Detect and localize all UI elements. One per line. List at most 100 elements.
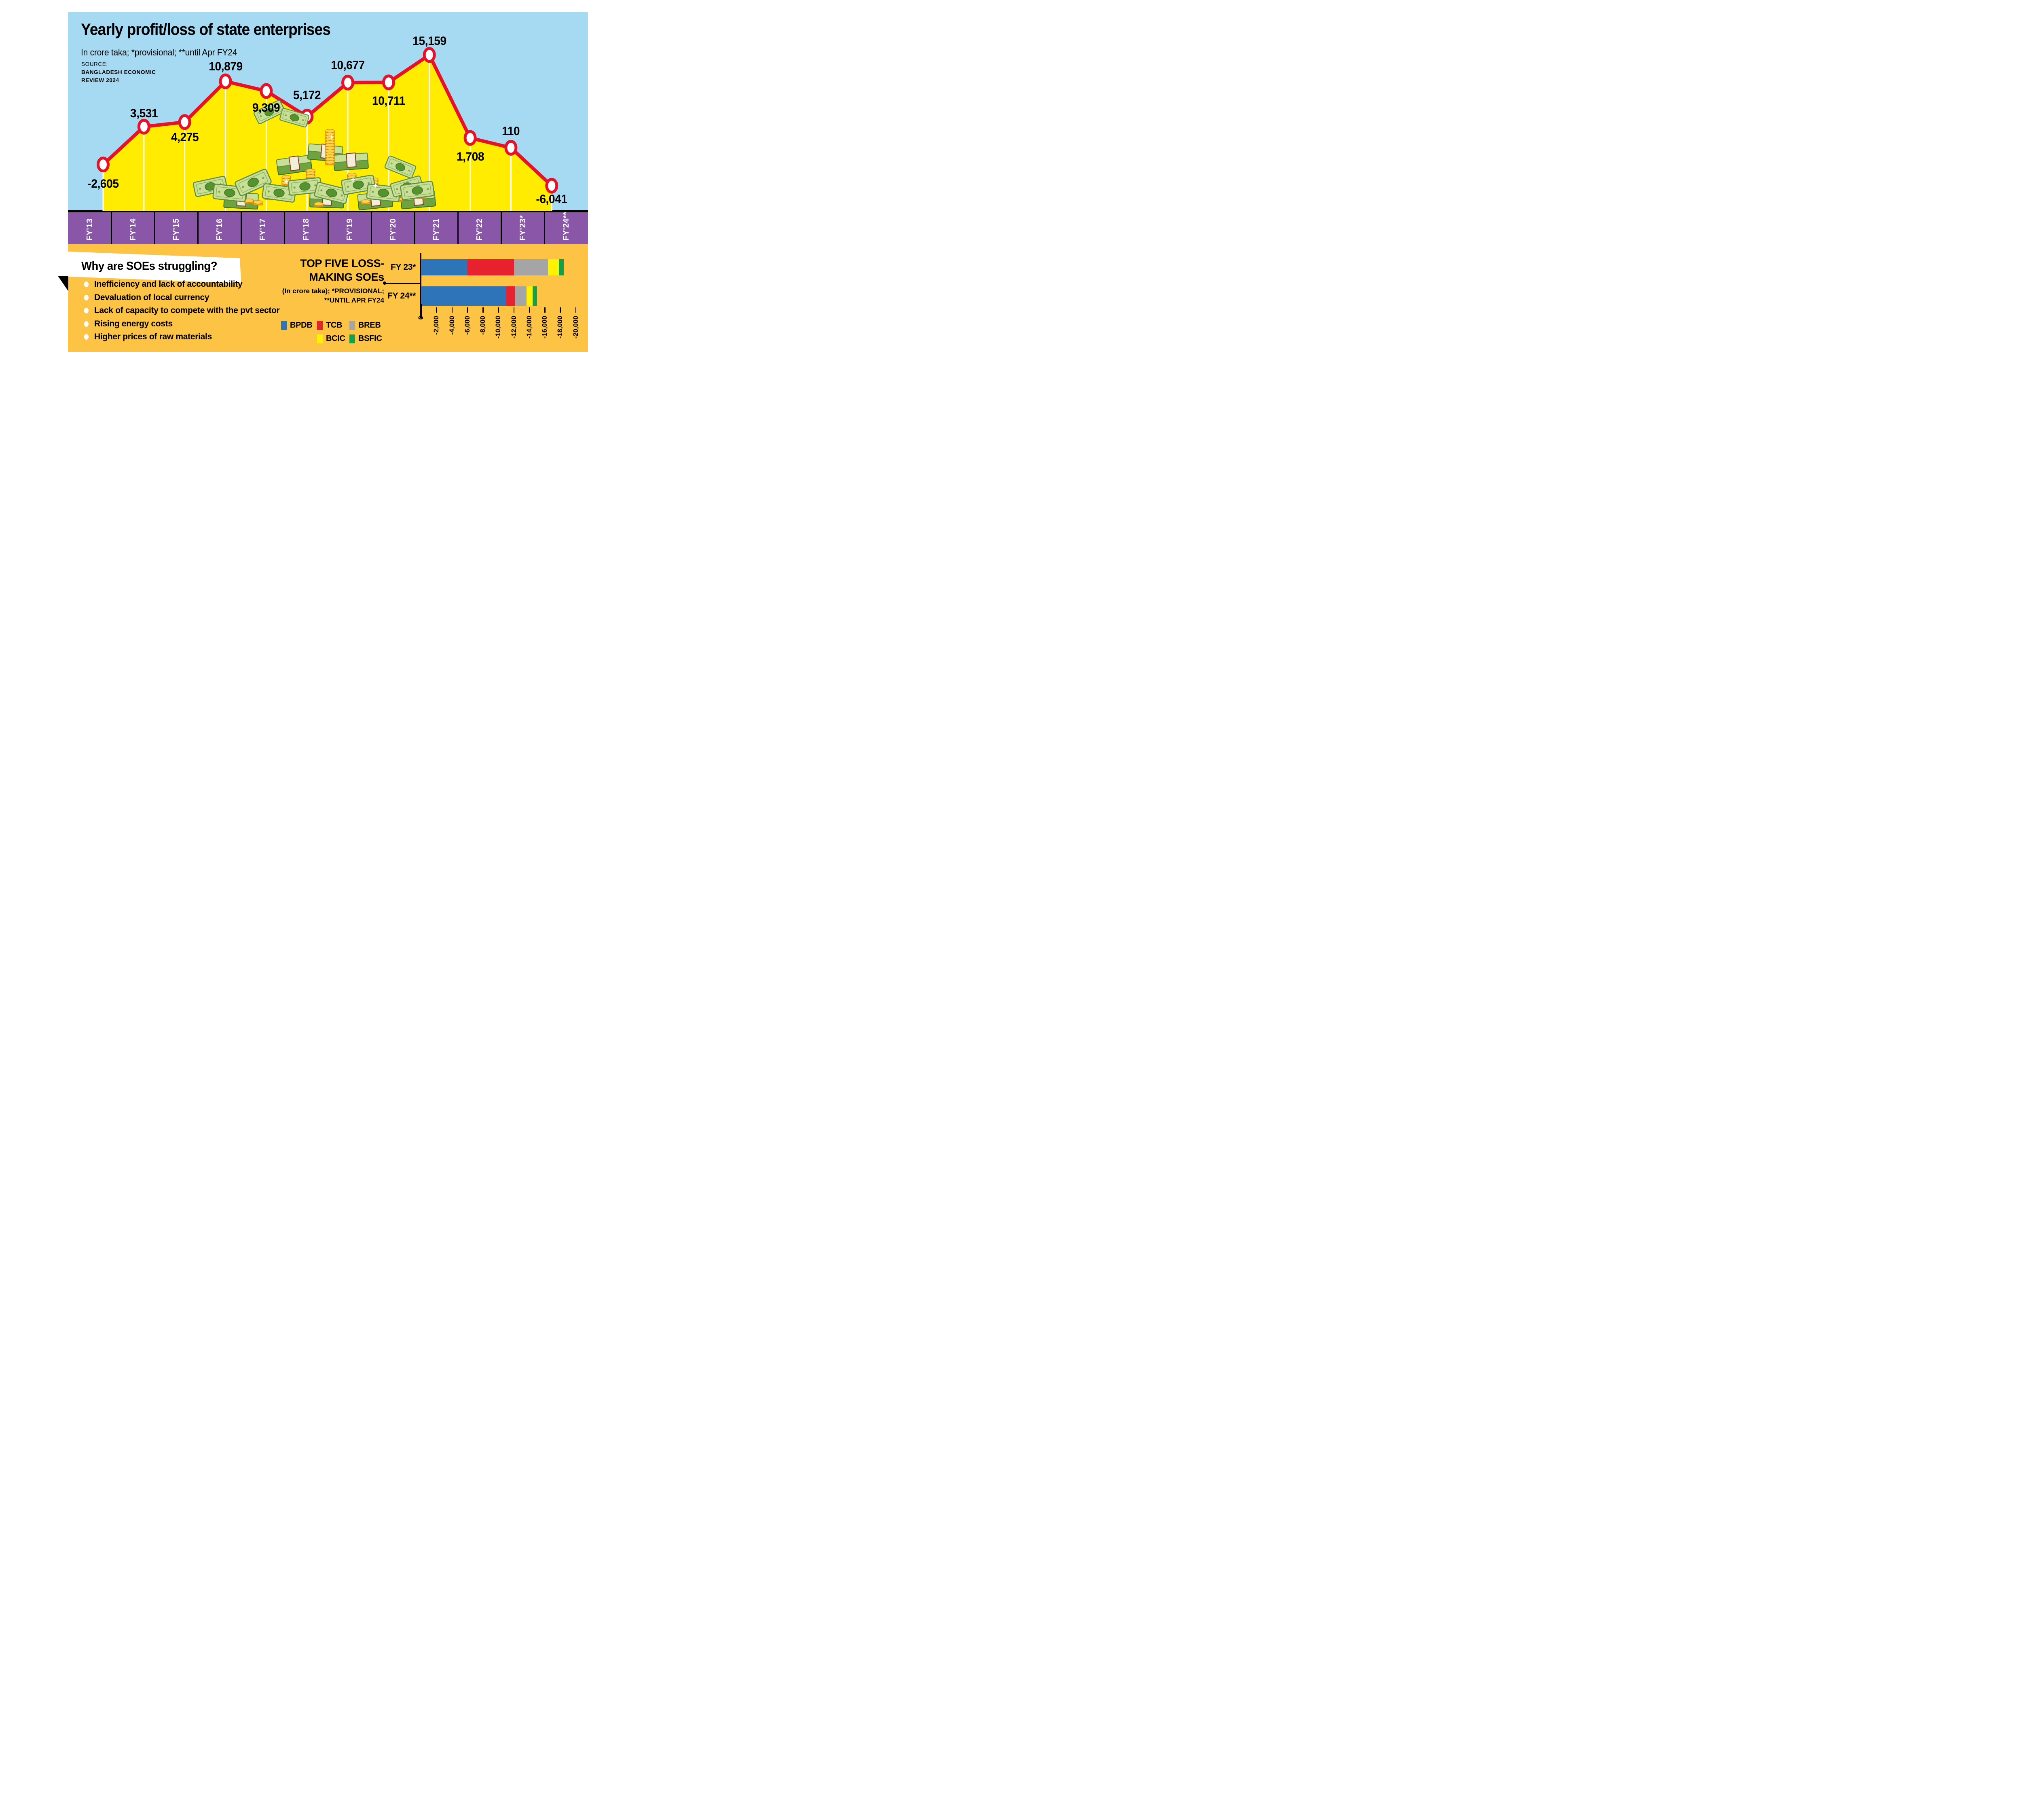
axis-tick xyxy=(575,307,577,313)
x-axis-label: FY'16 xyxy=(215,218,224,241)
axis-tick xyxy=(421,304,422,318)
bullet-dot-icon xyxy=(84,294,89,301)
value-label: -2,605 xyxy=(87,177,119,190)
bullet-dot-icon xyxy=(84,321,89,327)
profit-loss-chart-panel: Yearly profit/loss of state enterprises … xyxy=(68,12,588,211)
legend-swatch xyxy=(349,334,355,343)
bullet-text: Inefficiency and lack of accountability xyxy=(94,279,243,289)
legend-item-bcic: BCIC xyxy=(317,334,345,343)
data-point-marker xyxy=(260,83,273,99)
legend-item-breb: BREB xyxy=(349,321,381,330)
axis-tick xyxy=(482,307,484,313)
x-axis-label: FY'18 xyxy=(302,218,311,241)
list-item: Lack of capacity to compete with the pvt… xyxy=(84,306,280,315)
row-divider-dot xyxy=(383,281,386,285)
source-label: SOURCE: xyxy=(81,61,108,67)
bullet-text: Devaluation of local currency xyxy=(94,292,209,302)
bar-segment-bcic xyxy=(526,286,533,306)
bar-segment-bsfic xyxy=(559,259,564,275)
bar-chart-title-line1: TOP FIVE LOSS- xyxy=(300,257,384,269)
axis-tick-label: -6,000 xyxy=(463,316,471,335)
axis-tick-label: -20,000 xyxy=(572,316,580,339)
axis-tick xyxy=(513,307,515,313)
bullet-text: Lack of capacity to compete with the pvt… xyxy=(94,306,280,315)
data-point-marker xyxy=(137,119,150,135)
value-label: 10,879 xyxy=(208,60,243,74)
data-point-marker xyxy=(341,74,355,91)
stacked-bar-fy24 xyxy=(421,286,537,306)
infographic: Yearly profit/loss of state enterprises … xyxy=(68,12,588,352)
value-label: 9,309 xyxy=(252,101,280,115)
bar-segment-bpdb xyxy=(421,259,467,275)
band-separator xyxy=(544,212,546,244)
band-separator xyxy=(284,212,286,244)
axis-tick xyxy=(436,307,437,313)
source-line1: BANGLADESH ECONOMIC xyxy=(81,69,156,75)
x-axis-label: FY'14 xyxy=(128,218,137,241)
band-separator xyxy=(154,212,155,244)
value-label: 10,677 xyxy=(331,59,365,72)
data-point-marker xyxy=(382,74,395,91)
legend-label: BSFIC xyxy=(358,334,382,343)
data-point-marker xyxy=(178,114,191,130)
band-separator xyxy=(370,212,372,244)
axis-tick-label: -18,000 xyxy=(556,316,564,339)
data-point-marker xyxy=(423,47,436,63)
x-axis-label: FY'13 xyxy=(85,218,94,241)
axis-tick xyxy=(529,307,530,313)
axis-tick xyxy=(467,307,468,313)
axis-tick-label: -12,000 xyxy=(510,316,518,339)
page-title: Yearly profit/loss of state enterprises xyxy=(81,21,331,38)
x-axis-label: FY'17 xyxy=(258,218,268,241)
bar-chart-note-line1: (In crore taka); *PROVISIONAL; xyxy=(282,287,384,295)
legend-item-bpdb: BPDB xyxy=(281,321,313,330)
row-divider-line xyxy=(386,283,421,284)
axis-tick-label: -8,000 xyxy=(479,316,487,335)
source-line2: REVIEW 2024 xyxy=(81,77,119,83)
x-axis-label: FY'22 xyxy=(475,218,484,241)
bullet-text: Higher prices of raw materials xyxy=(94,332,212,341)
x-axis-label: FY'20 xyxy=(388,218,398,241)
bar-segment-breb xyxy=(515,286,527,306)
legend-swatch xyxy=(317,334,323,343)
bar-segment-bsfic xyxy=(533,286,537,306)
list-item: Devaluation of local currency xyxy=(84,293,280,302)
band-separator xyxy=(414,212,415,244)
band-separator xyxy=(327,212,329,244)
bar-row-label: FY 23* xyxy=(390,262,416,272)
x-axis-label: FY'21 xyxy=(431,218,441,241)
legend-swatch xyxy=(281,321,287,330)
axis-tick-label: -2,000 xyxy=(433,316,440,335)
x-axis-band: FY'13 FY'14 FY'15 FY'16 FY'17 FY'18 FY'19 FY'20… xyxy=(68,212,588,244)
profit-loss-area-chart xyxy=(97,47,558,211)
axis-divider-line xyxy=(68,210,588,212)
loss-bar-chart: FY 23* FY 24** 0 -2,000 -4,000 -6,000 -8,000 -1… xyxy=(68,244,588,352)
struggles-heading: Why are SOEs struggling? xyxy=(81,260,218,273)
profit-line xyxy=(101,53,554,188)
axis-tick-label: -10,000 xyxy=(495,316,502,339)
bar-segment-bcic xyxy=(548,259,559,275)
bar-segment-breb xyxy=(514,259,548,275)
bar-chart-title-line2: MAKING SOEs xyxy=(309,271,384,283)
axis-tick xyxy=(451,307,453,313)
legend-item-tcb: TCB xyxy=(317,321,343,330)
axis-tick-label: -16,000 xyxy=(541,316,549,339)
list-item: Higher prices of raw materials xyxy=(84,332,280,341)
value-label: 4,275 xyxy=(171,130,199,144)
stacked-bar-fy23 xyxy=(421,259,564,275)
bullet-dot-icon xyxy=(84,308,89,313)
struggles-bullet-list: Inefficiency and lack of accountability D… xyxy=(84,279,280,346)
chart-subtitle: In crore taka; *provisional; **until Apr… xyxy=(81,47,237,57)
axis-tick-label: -14,000 xyxy=(525,316,533,339)
band-separator xyxy=(110,212,112,244)
bar-chart-note: (In crore taka); *PROVISIONAL; **UNTIL A… xyxy=(282,286,384,305)
x-axis-label: FY'24** xyxy=(562,212,571,241)
x-axis-label: FY'15 xyxy=(171,218,181,241)
source-note: SOURCE: BANGLADESH ECONOMIC REVIEW 2024 xyxy=(81,60,156,85)
value-label: 10,711 xyxy=(372,94,405,108)
value-label: 5,172 xyxy=(293,89,321,102)
band-separator xyxy=(457,212,459,244)
band-separator xyxy=(197,212,199,244)
data-point-marker xyxy=(97,157,110,173)
bullet-text: Rising energy costs xyxy=(94,319,173,328)
